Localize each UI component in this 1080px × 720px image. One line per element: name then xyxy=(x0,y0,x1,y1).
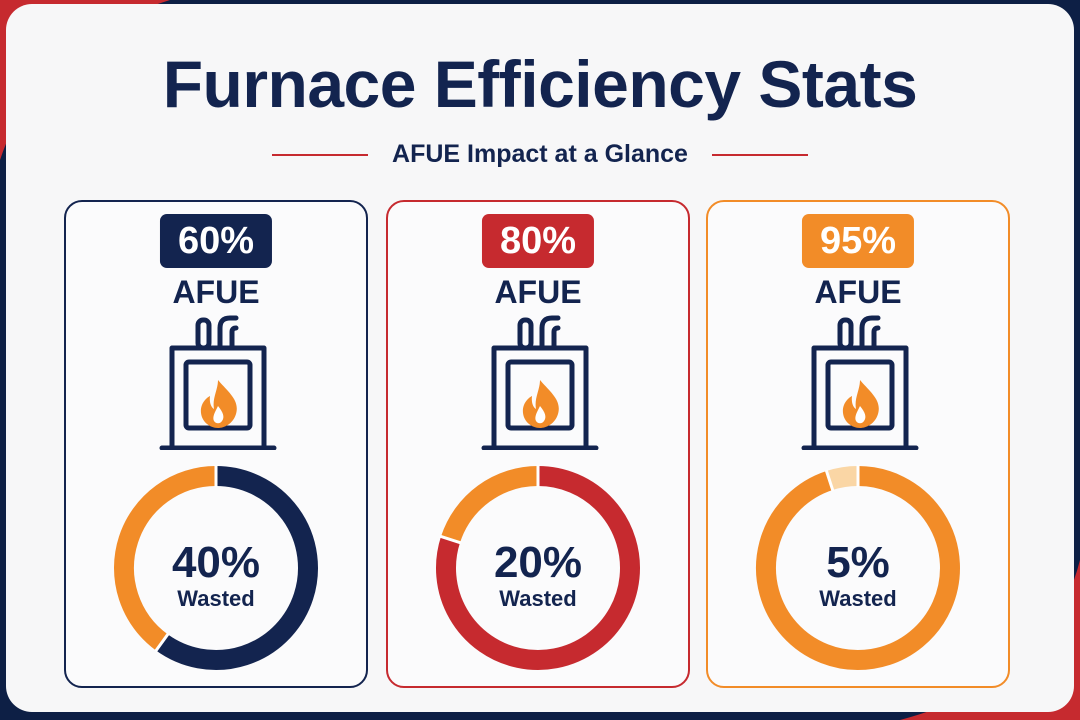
donut-slice-wasted xyxy=(440,466,539,543)
efficiency-badge: 60% xyxy=(159,214,273,268)
wasted-caption: Wasted xyxy=(819,586,897,611)
wasted-donut-chart xyxy=(756,465,960,670)
donut-slice-separator xyxy=(154,632,170,653)
subtitle-divider-right xyxy=(711,153,808,156)
stat-panel-60: 60% AFUE 40% Wasted xyxy=(64,200,368,688)
page-subtitle: AFUE Impact at a Glance xyxy=(392,140,688,168)
wasted-caption: Wasted xyxy=(177,586,255,611)
wasted-caption: Wasted xyxy=(499,586,577,611)
afue-label: AFUE xyxy=(494,274,582,310)
subtitle-row: AFUE Impact at a Glance xyxy=(6,140,1074,169)
furnace-icon xyxy=(159,315,277,450)
wasted-donut-chart xyxy=(114,465,318,670)
wasted-percentage: 5% xyxy=(826,538,890,587)
stat-panel-95: 95% AFUE 5% Wasted xyxy=(706,200,1010,688)
page-title: Furnace Efficiency Stats xyxy=(162,47,918,121)
afue-label: AFUE xyxy=(172,274,260,310)
wasted-donut-chart xyxy=(436,465,640,670)
efficiency-badge: 80% xyxy=(481,214,595,268)
wasted-percentage: 40% xyxy=(171,538,261,587)
afue-label: AFUE xyxy=(814,274,902,310)
wasted-percentage: 20% xyxy=(493,538,583,587)
content-card: Furnace Efficiency Stats AFUE Impact at … xyxy=(6,4,1074,712)
furnace-icon xyxy=(801,315,919,450)
stat-panel-80: 80% AFUE 20% Wasted xyxy=(386,200,690,688)
furnace-icon xyxy=(481,315,599,450)
donut-slice-efficient xyxy=(436,466,640,670)
donut-slice-efficient xyxy=(756,466,960,670)
subtitle-divider-left xyxy=(272,153,369,156)
donut-slice-separator xyxy=(824,469,835,492)
donut-slice-efficient xyxy=(156,466,318,670)
donut-slice-wasted xyxy=(826,466,859,491)
donut-slice-separator xyxy=(439,534,462,545)
donut-slice-wasted xyxy=(114,466,217,651)
efficiency-badge: 95% xyxy=(801,214,915,268)
